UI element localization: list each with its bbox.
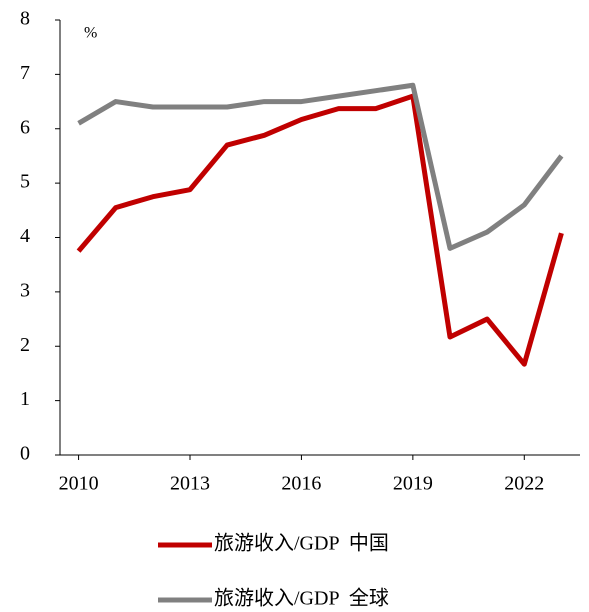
x-tick-label: 2022 (504, 473, 544, 495)
x-tick-label: 2019 (393, 473, 433, 495)
y-tick-label: 1 (20, 388, 30, 410)
x-tick-label: 2016 (281, 473, 321, 495)
unit-label: % (84, 25, 97, 42)
y-tick-label: 5 (20, 171, 30, 193)
y-tick-label: 6 (20, 116, 30, 138)
y-tick-label: 8 (20, 8, 30, 30)
y-tick-label: 3 (20, 279, 30, 301)
legend-label: 旅游收入/GDP 全球 (214, 587, 389, 610)
x-tick-label: 2010 (59, 473, 99, 495)
y-tick-label: 7 (20, 62, 30, 84)
y-tick-label: 0 (20, 443, 30, 465)
y-tick-label: 4 (20, 225, 30, 247)
legend-label: 旅游收入/GDP 中国 (214, 532, 389, 555)
y-tick-label: 2 (20, 334, 30, 356)
series-line (77, 82, 564, 251)
x-tick-label: 2013 (170, 473, 210, 495)
series-line (76, 93, 564, 367)
